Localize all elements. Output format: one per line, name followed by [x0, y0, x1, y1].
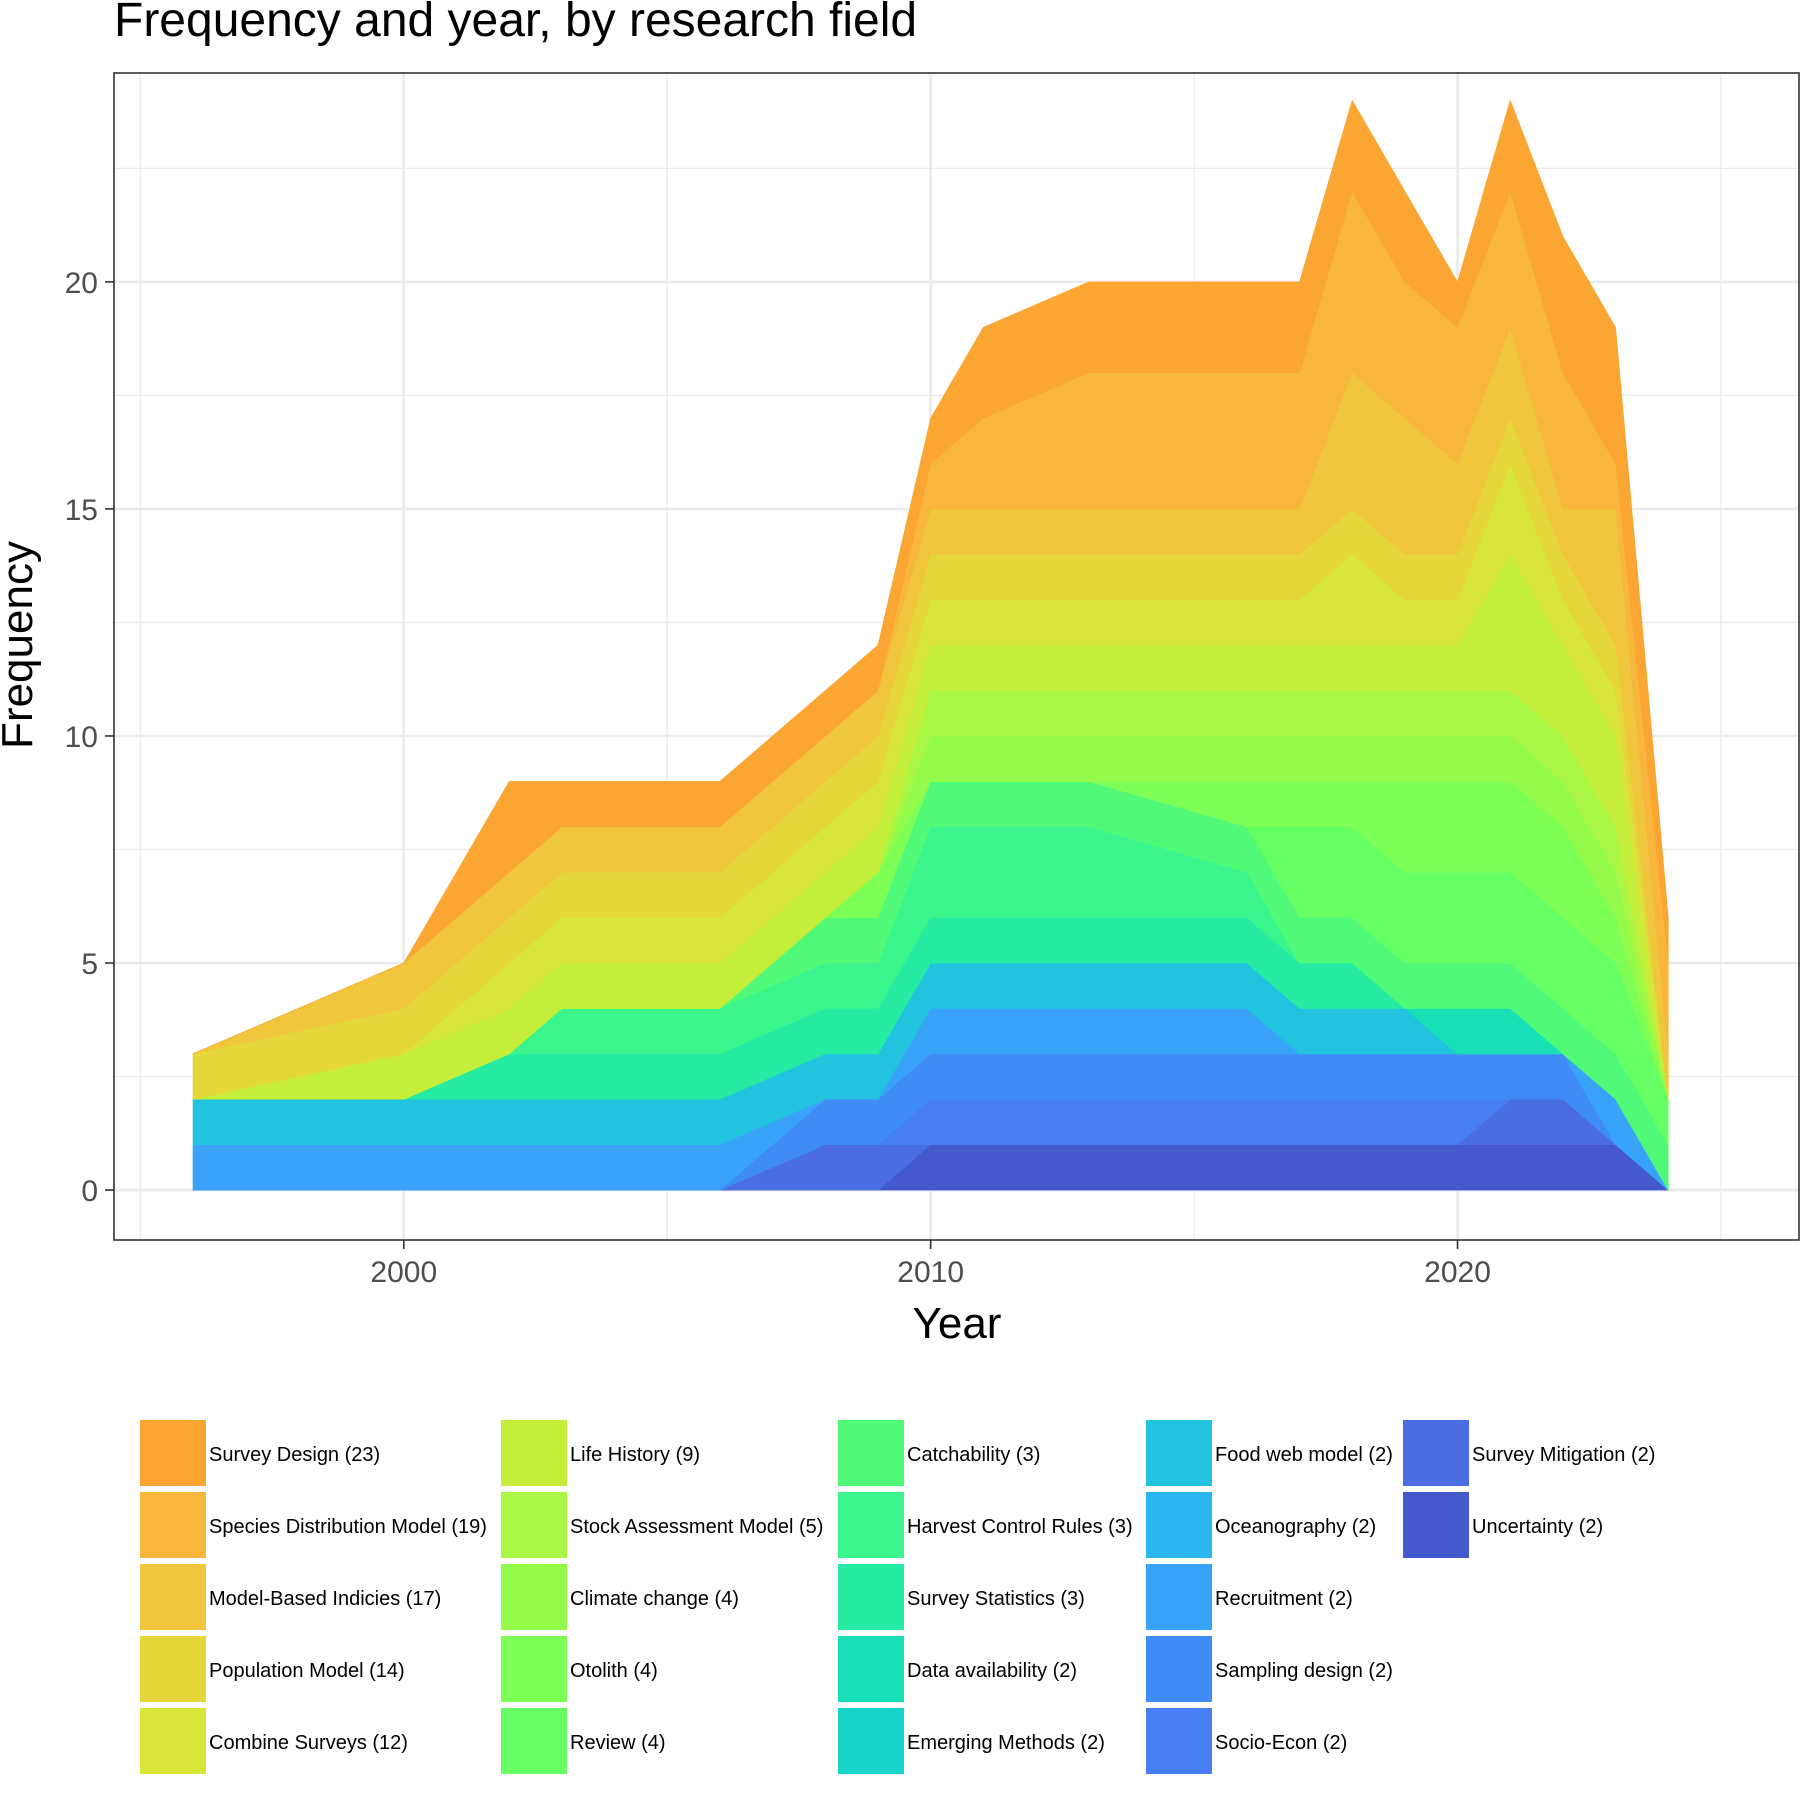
legend-item-stock-assessment-model: Stock Assessment Model (5)	[501, 1492, 823, 1558]
legend-swatch	[501, 1492, 567, 1558]
legend-item-sampling-design: Sampling design (2)	[1146, 1636, 1393, 1702]
legend-item-harvest-control-rules: Harvest Control Rules (3)	[838, 1492, 1133, 1558]
legend-item-uncertainty: Uncertainty (2)	[1403, 1492, 1603, 1558]
legend-swatch	[140, 1564, 206, 1630]
y-axis-label: Frequency	[0, 541, 42, 749]
legend-label: Species Distribution Model (19)	[209, 1516, 487, 1538]
legend-label: Oceanography (2)	[1215, 1516, 1376, 1538]
legend-label: Review (4)	[570, 1732, 666, 1754]
legend-item-recruitment: Recruitment (2)	[1146, 1564, 1353, 1630]
y-tick-label: 0	[81, 1175, 98, 1208]
legend-item-review: Review (4)	[501, 1708, 666, 1774]
legend-label: Model-Based Indicies (17)	[209, 1588, 441, 1610]
legend-item-survey-statistics: Survey Statistics (3)	[838, 1564, 1085, 1630]
legend-label: Sampling design (2)	[1215, 1660, 1393, 1682]
legend: Survey Design (23) Species Distribution M…	[140, 1420, 1655, 1774]
legend-item-data-availability: Data availability (2)	[838, 1636, 1077, 1702]
legend-label: Combine Surveys (12)	[209, 1732, 408, 1754]
legend-item-life-history: Life History (9)	[501, 1420, 700, 1486]
legend-swatch	[838, 1492, 904, 1558]
x-axis-label: Year	[913, 1299, 1002, 1348]
legend-swatch	[838, 1564, 904, 1630]
legend-swatch	[501, 1708, 567, 1774]
legend-swatch	[140, 1708, 206, 1774]
legend-swatch	[140, 1636, 206, 1702]
legend-item-population-model: Population Model (14)	[140, 1636, 405, 1702]
legend-item-food-web-model: Food web model (2)	[1146, 1420, 1393, 1486]
area-survey-design	[192, 99, 1669, 1055]
legend-label: Data availability (2)	[907, 1660, 1077, 1682]
legend-swatch	[501, 1564, 567, 1630]
legend-swatch	[1146, 1492, 1212, 1558]
y-tick-label: 10	[65, 721, 98, 754]
legend-label: Harvest Control Rules (3)	[907, 1516, 1133, 1538]
plot-border	[113, 72, 1800, 1241]
legend-swatch	[1146, 1564, 1212, 1630]
legend-label: Survey Mitigation (2)	[1472, 1444, 1655, 1466]
x-tick-label: 2000	[370, 1256, 437, 1289]
chart-title: Frequency and year, by research field	[114, 0, 917, 47]
legend-item-emerging-methods: Emerging Methods (2)	[838, 1708, 1105, 1774]
legend-item-socio-econ: Socio-Econ (2)	[1146, 1708, 1347, 1774]
legend-swatch	[1146, 1708, 1212, 1774]
legend-label: Uncertainty (2)	[1472, 1516, 1603, 1538]
legend-item-species-distribution-model: Species Distribution Model (19)	[140, 1492, 487, 1558]
legend-label: Emerging Methods (2)	[907, 1732, 1105, 1754]
legend-swatch	[838, 1420, 904, 1486]
y-tick-label: 20	[65, 267, 98, 300]
legend-item-climate-change: Climate change (4)	[501, 1564, 739, 1630]
legend-swatch	[838, 1636, 904, 1702]
legend-label: Climate change (4)	[570, 1588, 739, 1610]
legend-item-combine-surveys: Combine Surveys (12)	[140, 1708, 408, 1774]
x-tick-label: 2020	[1424, 1256, 1491, 1289]
legend-item-catchability: Catchability (3)	[838, 1420, 1040, 1486]
legend-swatch	[1403, 1420, 1469, 1486]
legend-label: Otolith (4)	[570, 1660, 658, 1682]
legend-swatch	[501, 1636, 567, 1702]
legend-swatch	[1403, 1492, 1469, 1558]
legend-label: Food web model (2)	[1215, 1444, 1393, 1466]
x-tick-label: 2010	[897, 1256, 964, 1289]
legend-item-survey-design: Survey Design (23)	[140, 1420, 380, 1486]
y-tick-label: 5	[81, 948, 98, 981]
legend-item-survey-mitigation: Survey Mitigation (2)	[1403, 1420, 1655, 1486]
legend-swatch	[1146, 1636, 1212, 1702]
legend-label: Catchability (3)	[907, 1444, 1040, 1466]
legend-label: Socio-Econ (2)	[1215, 1732, 1347, 1754]
legend-label: Survey Design (23)	[209, 1444, 380, 1466]
legend-item-oceanography: Oceanography (2)	[1146, 1492, 1376, 1558]
legend-swatch	[140, 1492, 206, 1558]
legend-label: Recruitment (2)	[1215, 1588, 1353, 1610]
legend-swatch	[501, 1420, 567, 1486]
legend-label: Stock Assessment Model (5)	[570, 1516, 823, 1538]
legend-swatch	[140, 1420, 206, 1486]
legend-swatch	[1146, 1420, 1212, 1486]
legend-item-model-based-indicies: Model-Based Indicies (17)	[140, 1564, 441, 1630]
legend-label: Survey Statistics (3)	[907, 1588, 1085, 1610]
stacked-areas	[192, 99, 1670, 1192]
legend-item-otolith: Otolith (4)	[501, 1636, 658, 1702]
legend-swatch	[838, 1708, 904, 1774]
legend-label: Life History (9)	[570, 1444, 700, 1466]
axis-ticks: 2000 2010 2020 0 5 10 15 20	[65, 267, 1491, 1289]
y-tick-label: 15	[65, 494, 98, 527]
legend-label: Population Model (14)	[209, 1660, 405, 1682]
